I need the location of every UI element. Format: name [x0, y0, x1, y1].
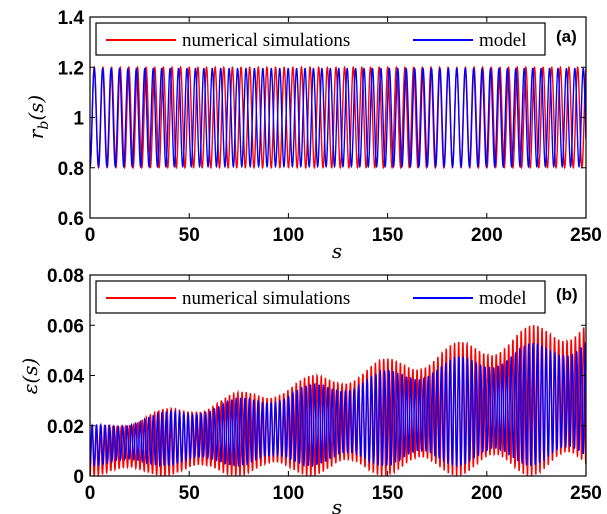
panel-a-ylabel: rb(s) — [24, 95, 52, 139]
panel-a-xtick-label: 250 — [570, 225, 602, 246]
panel-b-legend-label-numerical: numerical simulations — [182, 288, 350, 309]
panel-a-legend-label-numerical: numerical simulations — [182, 30, 350, 51]
panel-a-xtick-label: 0 — [85, 225, 96, 246]
panel-a-series-model — [90, 67, 586, 169]
panel-a: rb(s) s 0 50 100 150 200 250 0.6 0.8 1 1.2 1.4 num… — [24, 8, 602, 263]
panel-a-xtick-label: 50 — [179, 225, 200, 246]
panel-b-ytick-label: 0.08 — [47, 266, 84, 287]
panel-b-xtick-label: 250 — [570, 483, 602, 504]
panel-b-ytick-label: 0 — [73, 467, 84, 488]
panel-a-tag: (a) — [556, 27, 577, 46]
panel-b-series-model — [90, 341, 586, 469]
panel-b-xtick-label: 150 — [372, 483, 404, 504]
panel-b-ylabel: ε(s) — [18, 358, 42, 395]
panel-b-ytick-label: 0.06 — [47, 316, 84, 337]
panel-a-xtick-label: 150 — [372, 225, 404, 246]
panel-a-xlabel: s — [332, 239, 342, 263]
panel-b-legend-label-model: model — [479, 288, 527, 309]
panel-a-ytick-label: 1.2 — [58, 58, 84, 79]
panel-a-ytick-label: 1.4 — [58, 8, 85, 29]
panel-b-xlabel: s — [332, 495, 342, 514]
panel-a-ytick-label: 1 — [73, 109, 84, 130]
panel-a-legend: numerical simulations model — [95, 22, 546, 56]
panel-a-legend-label-model: model — [479, 30, 527, 51]
panel-b-xtick-label: 100 — [273, 483, 305, 504]
panel-a-xtick-label: 200 — [471, 225, 503, 246]
panel-b-xtick-label: 200 — [471, 483, 503, 504]
panel-a-ytick-label: 0.8 — [58, 159, 84, 180]
panel-b-xtick-label: 50 — [179, 483, 200, 504]
panel-a-ytick-label: 0.6 — [58, 209, 84, 230]
panel-b-legend: numerical simulations model — [95, 280, 546, 314]
panel-b: ε(s) s 0 50 100 150 200 25000.020.040.060.08 … — [18, 266, 602, 514]
panel-b-tag: (b) — [556, 285, 578, 304]
panel-a-xtick-label: 100 — [273, 225, 305, 246]
panel-b-xtick-label: 0 — [85, 483, 96, 504]
panel-b-ytick-label: 0.04 — [47, 367, 84, 388]
panel-b-ytick-label: 0.02 — [47, 417, 84, 438]
